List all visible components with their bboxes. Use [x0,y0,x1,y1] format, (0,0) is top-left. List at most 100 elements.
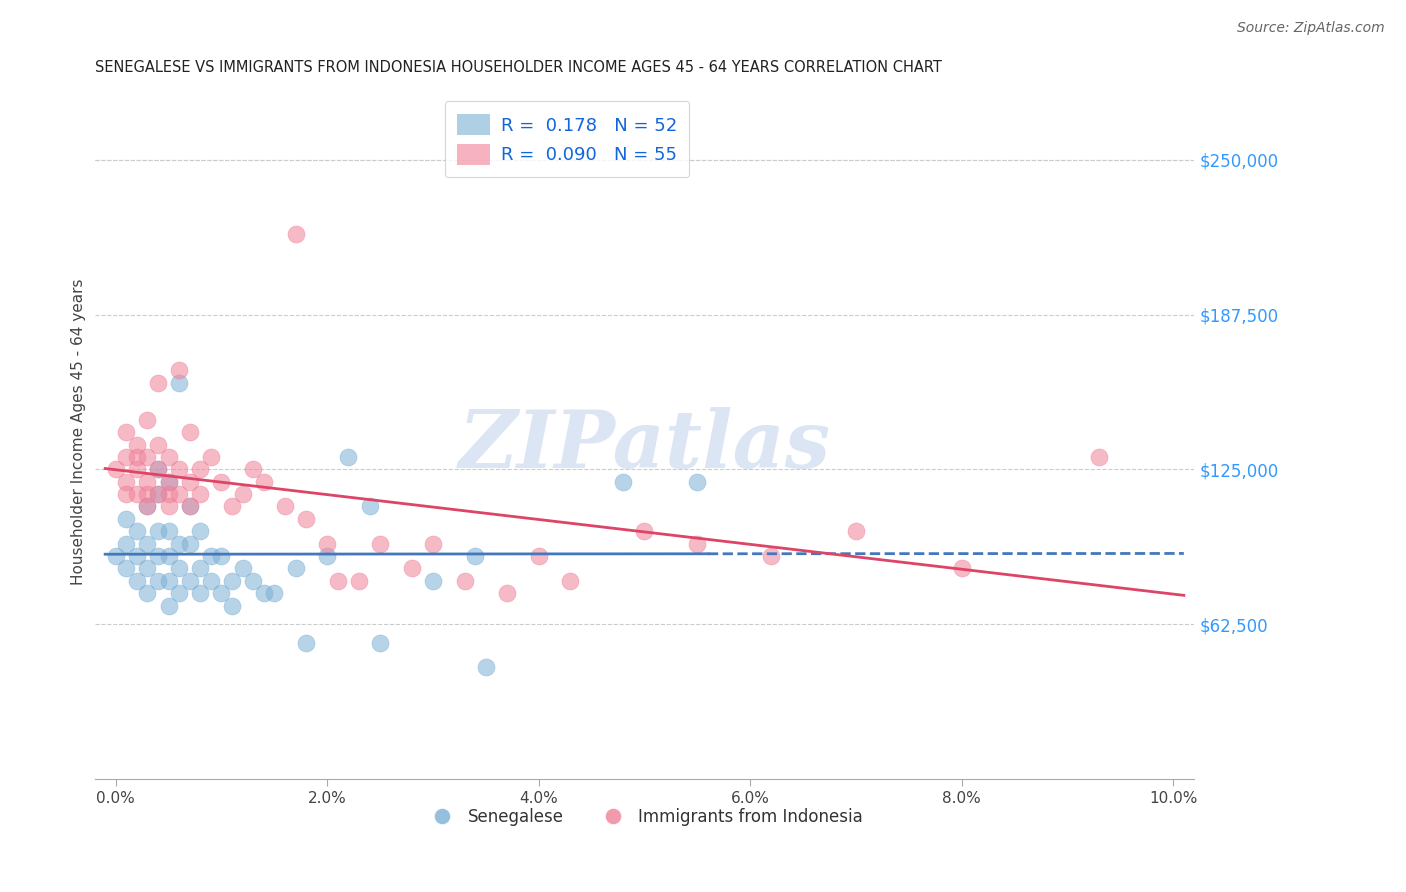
Point [263,586,285,600]
Point [401,561,423,575]
Point [146,462,169,476]
Point [179,500,201,514]
Point [560,574,582,588]
Point [125,462,148,476]
Point [157,599,180,613]
Point [368,536,391,550]
Text: Source: ZipAtlas.com: Source: ZipAtlas.com [1237,21,1385,36]
Point [136,487,159,501]
Point [221,500,243,514]
Point [179,425,201,440]
Text: SENEGALESE VS IMMIGRANTS FROM INDONESIA HOUSEHOLDER INCOME AGES 45 - 64 YEARS CO: SENEGALESE VS IMMIGRANTS FROM INDONESIA … [94,60,942,75]
Point [179,475,201,489]
Point [253,586,276,600]
Point [167,561,190,575]
Point [146,376,169,390]
Point [527,549,550,563]
Point [475,660,498,674]
Legend: Senegalese, Immigrants from Indonesia: Senegalese, Immigrants from Indonesia [419,802,870,833]
Point [136,450,159,464]
Point [274,500,297,514]
Point [200,450,222,464]
Point [157,500,180,514]
Point [422,574,444,588]
Point [221,599,243,613]
Point [146,487,169,501]
Point [125,549,148,563]
Point [359,500,381,514]
Point [157,549,180,563]
Point [1088,450,1111,464]
Point [284,227,307,241]
Point [157,450,180,464]
Point [167,487,190,501]
Point [242,462,264,476]
Point [115,561,138,575]
Point [136,586,159,600]
Point [422,536,444,550]
Point [146,437,169,451]
Point [125,450,148,464]
Point [157,524,180,539]
Point [157,475,180,489]
Point [211,549,233,563]
Point [316,536,339,550]
Point [464,549,486,563]
Point [136,500,159,514]
Point [295,512,318,526]
Point [115,475,138,489]
Point [125,574,148,588]
Point [136,475,159,489]
Point [950,561,973,575]
Point [146,462,169,476]
Point [104,462,127,476]
Point [633,524,655,539]
Point [115,487,138,501]
Point [845,524,868,539]
Point [115,512,138,526]
Point [125,487,148,501]
Point [157,574,180,588]
Point [167,536,190,550]
Point [167,376,190,390]
Point [136,500,159,514]
Point [188,561,211,575]
Point [200,549,222,563]
Y-axis label: Householder Income Ages 45 - 64 years: Householder Income Ages 45 - 64 years [72,279,86,585]
Point [496,586,519,600]
Point [157,475,180,489]
Point [179,574,201,588]
Point [612,475,634,489]
Point [347,574,370,588]
Point [232,487,254,501]
Point [454,574,477,588]
Point [115,536,138,550]
Point [188,462,211,476]
Point [211,586,233,600]
Point [146,524,169,539]
Point [232,561,254,575]
Point [157,487,180,501]
Point [167,586,190,600]
Point [146,574,169,588]
Point [686,475,709,489]
Point [115,425,138,440]
Text: ZIPatlas: ZIPatlas [458,408,831,485]
Point [253,475,276,489]
Point [326,574,349,588]
Point [104,549,127,563]
Point [146,487,169,501]
Point [179,500,201,514]
Point [115,450,138,464]
Point [242,574,264,588]
Point [188,487,211,501]
Point [125,437,148,451]
Point [136,536,159,550]
Point [211,475,233,489]
Point [316,549,339,563]
Point [179,536,201,550]
Point [284,561,307,575]
Point [295,636,318,650]
Point [188,586,211,600]
Point [188,524,211,539]
